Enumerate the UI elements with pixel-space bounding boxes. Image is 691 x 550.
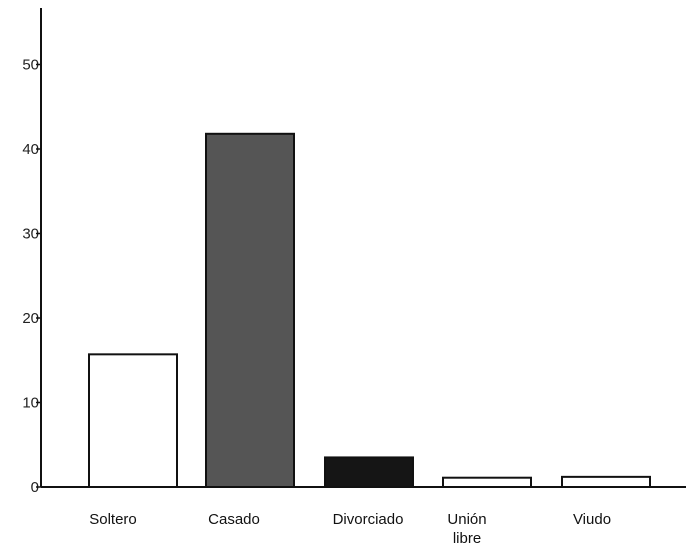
y-tick-label: 50 — [22, 57, 39, 74]
x-category-label: Unión libre — [447, 511, 486, 547]
x-category-labels: Soltero Casado Divorciado Unión libre Viudo — [89, 511, 611, 547]
x-category-label: Soltero — [89, 511, 137, 528]
bar-casado — [205, 132, 295, 488]
y-tick-label: 40 — [22, 141, 39, 158]
y-tick-label: 10 — [22, 395, 39, 412]
y-tick-labels: 0 10 20 30 40 50 — [22, 57, 41, 496]
y-tick-label: 20 — [22, 310, 39, 327]
bar-divorciado — [324, 456, 414, 488]
x-category-label: Casado — [208, 511, 260, 528]
y-tick-label: 30 — [22, 226, 39, 243]
bars-group — [88, 132, 651, 488]
x-category-label: Viudo — [573, 511, 611, 528]
bar-soltero — [88, 353, 178, 488]
y-tick-label: 0 — [31, 479, 39, 496]
x-category-label: Divorciado — [333, 511, 404, 528]
bar-viudo — [561, 475, 651, 488]
bar-unión-libre — [442, 476, 532, 488]
